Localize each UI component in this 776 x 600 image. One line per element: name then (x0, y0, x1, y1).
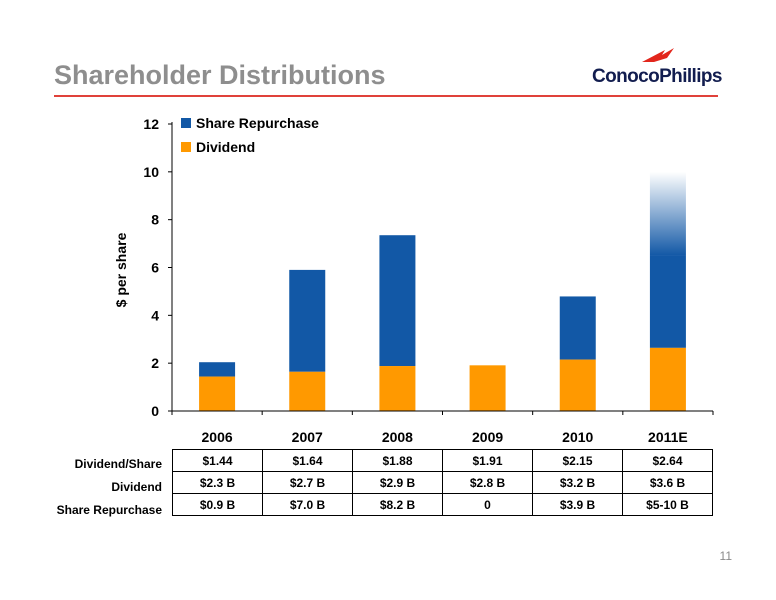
legend-label: Dividend (196, 139, 255, 155)
table-row-label-dividend-per-share: Dividend/Share (74, 457, 162, 471)
y-tick-label: 4 (151, 307, 159, 323)
bar-share-repurchase-2007 (289, 269, 326, 372)
table-row: $1.44 $1.64 $1.88 $1.91 $2.15 $2.64 (172, 449, 713, 472)
stacked-bar-chart: 2006 2007 2008 2009 2010 2011E 0 2 4 6 8 10 12 Share … (113, 115, 714, 445)
x-tick-label: 2008 (382, 429, 413, 445)
table-cell: $3.6 B (622, 471, 713, 494)
bar-share-repurchase-2008 (379, 235, 416, 367)
y-tick-label: 8 (151, 212, 159, 228)
y-tick-label: 10 (143, 164, 159, 180)
y-axis-label: $ per share (113, 232, 129, 307)
table-cell: 0 (442, 493, 533, 516)
table-cell: $1.64 (262, 449, 353, 472)
table-cell: $2.8 B (442, 471, 533, 494)
table-cell: $2.7 B (262, 471, 353, 494)
bar-dividend-2011E (649, 347, 686, 411)
distribution-table: $1.44 $1.64 $1.88 $1.91 $2.15 $2.64 $2.3 B $2.7… (172, 449, 713, 516)
y-tick-label: 2 (151, 355, 159, 371)
table-cell: $2.15 (532, 449, 623, 472)
plot-area: 2006 2007 2008 2009 2010 2011E 0 2 4 6 8 10 12 Share … (143, 115, 714, 445)
table-cell: $3.2 B (532, 471, 623, 494)
logo-swoosh-icon (642, 48, 674, 62)
y-tick-label: 6 (151, 260, 159, 276)
y-tick-label: 12 (143, 116, 159, 132)
table-cell: $7.0 B (262, 493, 353, 516)
table-cell: $1.88 (352, 449, 443, 472)
bar-share-repurchase-2010 (559, 296, 596, 360)
table-cell: $5-10 B (622, 493, 713, 516)
table-row-label-share-repurchase: Share Repurchase (56, 503, 162, 517)
x-tick-label: 2007 (292, 429, 323, 445)
legend-swatch (181, 142, 191, 152)
table-cell: $3.9 B (532, 493, 623, 516)
slide-title: Shareholder Distributions (54, 60, 386, 90)
x-tick-label: 2010 (562, 429, 593, 445)
bar-dividend-2006 (199, 376, 236, 411)
table-cell: $2.3 B (172, 471, 263, 494)
title-divider (54, 95, 718, 97)
bar-dividend-2008 (379, 366, 416, 411)
bar-dividend-2009 (469, 365, 506, 411)
x-tick-label: 2011E (648, 429, 688, 445)
page-number: 11 (719, 549, 732, 563)
legend-swatch (181, 118, 191, 128)
table-cell: $0.9 B (172, 493, 263, 516)
bar-range-extension-2011E (649, 171, 686, 256)
conocophillips-logo (642, 48, 674, 62)
table-row: $2.3 B $2.7 B $2.9 B $2.8 B $3.2 B $3.6 B (172, 471, 713, 494)
bar-dividend-2010 (559, 359, 596, 411)
logo-wordmark: ConocoPhillips (592, 66, 722, 87)
bar-share-repurchase-2011E (649, 255, 686, 348)
table-cell: $1.44 (172, 449, 263, 472)
legend-label: Share Repurchase (196, 115, 319, 131)
table-cell: $2.64 (622, 449, 713, 472)
bar-share-repurchase-2006 (199, 362, 236, 377)
table-cell: $8.2 B (352, 493, 443, 516)
table-cell: $2.9 B (352, 471, 443, 494)
y-tick-label: 0 (151, 403, 159, 419)
table-cell: $1.91 (442, 449, 533, 472)
table-row-label-dividend: Dividend (111, 480, 162, 494)
table-row: $0.9 B $7.0 B $8.2 B 0 $3.9 B $5-10 B (172, 493, 713, 516)
x-tick-label: 2006 (202, 429, 233, 445)
x-tick-label: 2009 (472, 429, 503, 445)
bar-dividend-2007 (289, 371, 326, 411)
